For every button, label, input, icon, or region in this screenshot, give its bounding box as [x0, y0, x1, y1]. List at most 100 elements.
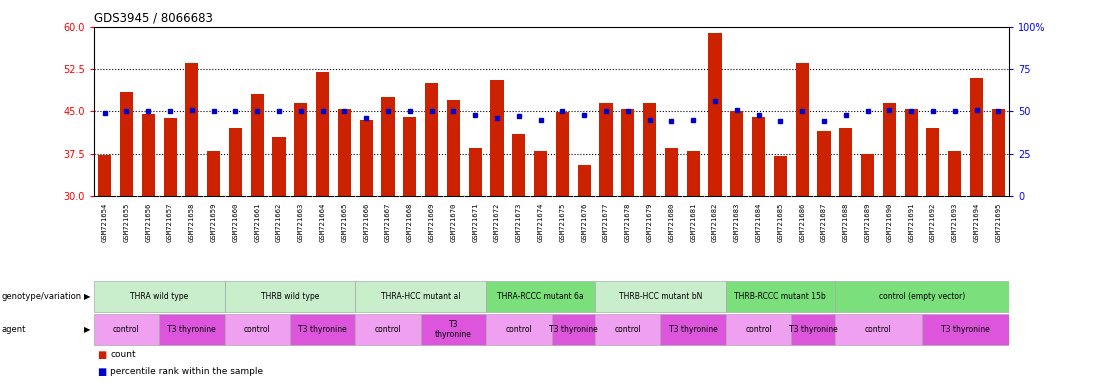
Bar: [338, 109, 351, 196]
Text: GSM721654: GSM721654: [101, 203, 108, 242]
Text: count: count: [110, 350, 136, 359]
Bar: [774, 156, 786, 196]
Text: GSM721658: GSM721658: [189, 203, 195, 242]
Text: GSM721673: GSM721673: [516, 203, 522, 242]
Text: GSM721656: GSM721656: [146, 203, 151, 242]
Text: control (empty vector): control (empty vector): [879, 292, 965, 301]
FancyBboxPatch shape: [225, 314, 290, 345]
Text: GDS3945 / 8066683: GDS3945 / 8066683: [94, 11, 213, 24]
Bar: [927, 128, 940, 196]
Text: GSM721694: GSM721694: [974, 203, 979, 242]
Bar: [163, 118, 176, 196]
Bar: [360, 120, 373, 196]
Text: ▶: ▶: [84, 292, 90, 301]
Text: GSM721655: GSM721655: [124, 203, 129, 242]
Text: THRA-HCC mutant al: THRA-HCC mutant al: [381, 292, 460, 301]
Text: GSM721668: GSM721668: [407, 203, 413, 242]
FancyBboxPatch shape: [596, 314, 661, 345]
FancyBboxPatch shape: [835, 281, 1009, 312]
Text: THRA wild type: THRA wild type: [130, 292, 189, 301]
Text: GSM721692: GSM721692: [930, 203, 936, 242]
Text: GSM721687: GSM721687: [821, 203, 827, 242]
Text: genotype/variation: genotype/variation: [1, 292, 82, 301]
Text: T3
thyronine: T3 thyronine: [435, 319, 472, 339]
Bar: [469, 148, 482, 196]
Bar: [882, 103, 896, 196]
Bar: [404, 117, 416, 196]
Text: GSM721684: GSM721684: [756, 203, 761, 242]
Bar: [425, 83, 438, 196]
Bar: [665, 148, 678, 196]
Text: GSM721669: GSM721669: [429, 203, 435, 242]
Text: GSM721690: GSM721690: [887, 203, 892, 242]
Text: GSM721689: GSM721689: [865, 203, 870, 242]
Text: GSM721672: GSM721672: [494, 203, 500, 242]
Text: GSM721686: GSM721686: [800, 203, 805, 242]
FancyBboxPatch shape: [355, 281, 486, 312]
Bar: [317, 72, 329, 196]
Bar: [904, 109, 918, 196]
Bar: [817, 131, 831, 196]
Text: T3 thyronine: T3 thyronine: [168, 325, 216, 334]
Text: GSM721661: GSM721661: [254, 203, 260, 242]
Text: GSM721671: GSM721671: [472, 203, 479, 242]
Bar: [534, 151, 547, 196]
FancyBboxPatch shape: [355, 314, 420, 345]
Bar: [272, 137, 286, 196]
Bar: [861, 154, 874, 196]
Text: control: control: [375, 325, 401, 334]
Bar: [207, 151, 221, 196]
FancyBboxPatch shape: [94, 281, 225, 312]
FancyBboxPatch shape: [486, 314, 552, 345]
Text: GSM721665: GSM721665: [342, 203, 347, 242]
Text: GSM721682: GSM721682: [711, 203, 718, 242]
Bar: [98, 155, 111, 196]
Text: control: control: [244, 325, 270, 334]
FancyBboxPatch shape: [225, 281, 355, 312]
Text: GSM721667: GSM721667: [385, 203, 392, 242]
Text: GSM721662: GSM721662: [276, 203, 282, 242]
Bar: [491, 80, 504, 196]
Text: T3 thyronine: T3 thyronine: [298, 325, 347, 334]
Text: THRB wild type: THRB wild type: [260, 292, 319, 301]
Bar: [949, 151, 962, 196]
Text: GSM721676: GSM721676: [581, 203, 587, 242]
Bar: [382, 97, 395, 196]
Text: T3 thyronine: T3 thyronine: [941, 325, 990, 334]
Text: GSM721695: GSM721695: [995, 203, 1002, 242]
Text: GSM721691: GSM721691: [908, 203, 914, 242]
Bar: [120, 92, 133, 196]
Bar: [687, 151, 699, 196]
Text: THRA-RCCC mutant 6a: THRA-RCCC mutant 6a: [497, 292, 583, 301]
FancyBboxPatch shape: [791, 314, 835, 345]
Text: GSM721660: GSM721660: [233, 203, 238, 242]
Text: GSM721674: GSM721674: [537, 203, 544, 242]
Text: GSM721678: GSM721678: [624, 203, 631, 242]
Bar: [185, 63, 199, 196]
FancyBboxPatch shape: [290, 314, 355, 345]
Text: control: control: [114, 325, 140, 334]
Bar: [229, 128, 242, 196]
Text: ▶: ▶: [84, 325, 90, 334]
Text: GSM721663: GSM721663: [298, 203, 303, 242]
Text: control: control: [865, 325, 892, 334]
Text: percentile rank within the sample: percentile rank within the sample: [110, 367, 264, 376]
Text: GSM721681: GSM721681: [690, 203, 696, 242]
Text: GSM721659: GSM721659: [211, 203, 216, 242]
Text: T3 thyronine: T3 thyronine: [789, 325, 837, 334]
Bar: [447, 100, 460, 196]
Text: GSM721679: GSM721679: [646, 203, 653, 242]
Bar: [839, 128, 853, 196]
Text: GSM721685: GSM721685: [778, 203, 783, 242]
Text: GSM721666: GSM721666: [363, 203, 370, 242]
Text: T3 thyronine: T3 thyronine: [668, 325, 718, 334]
FancyBboxPatch shape: [835, 314, 922, 345]
Bar: [295, 103, 308, 196]
Bar: [708, 33, 721, 196]
Text: GSM721680: GSM721680: [668, 203, 674, 242]
Bar: [795, 63, 808, 196]
Bar: [752, 117, 765, 196]
Text: GSM721688: GSM721688: [843, 203, 849, 242]
FancyBboxPatch shape: [726, 281, 835, 312]
Bar: [643, 103, 656, 196]
